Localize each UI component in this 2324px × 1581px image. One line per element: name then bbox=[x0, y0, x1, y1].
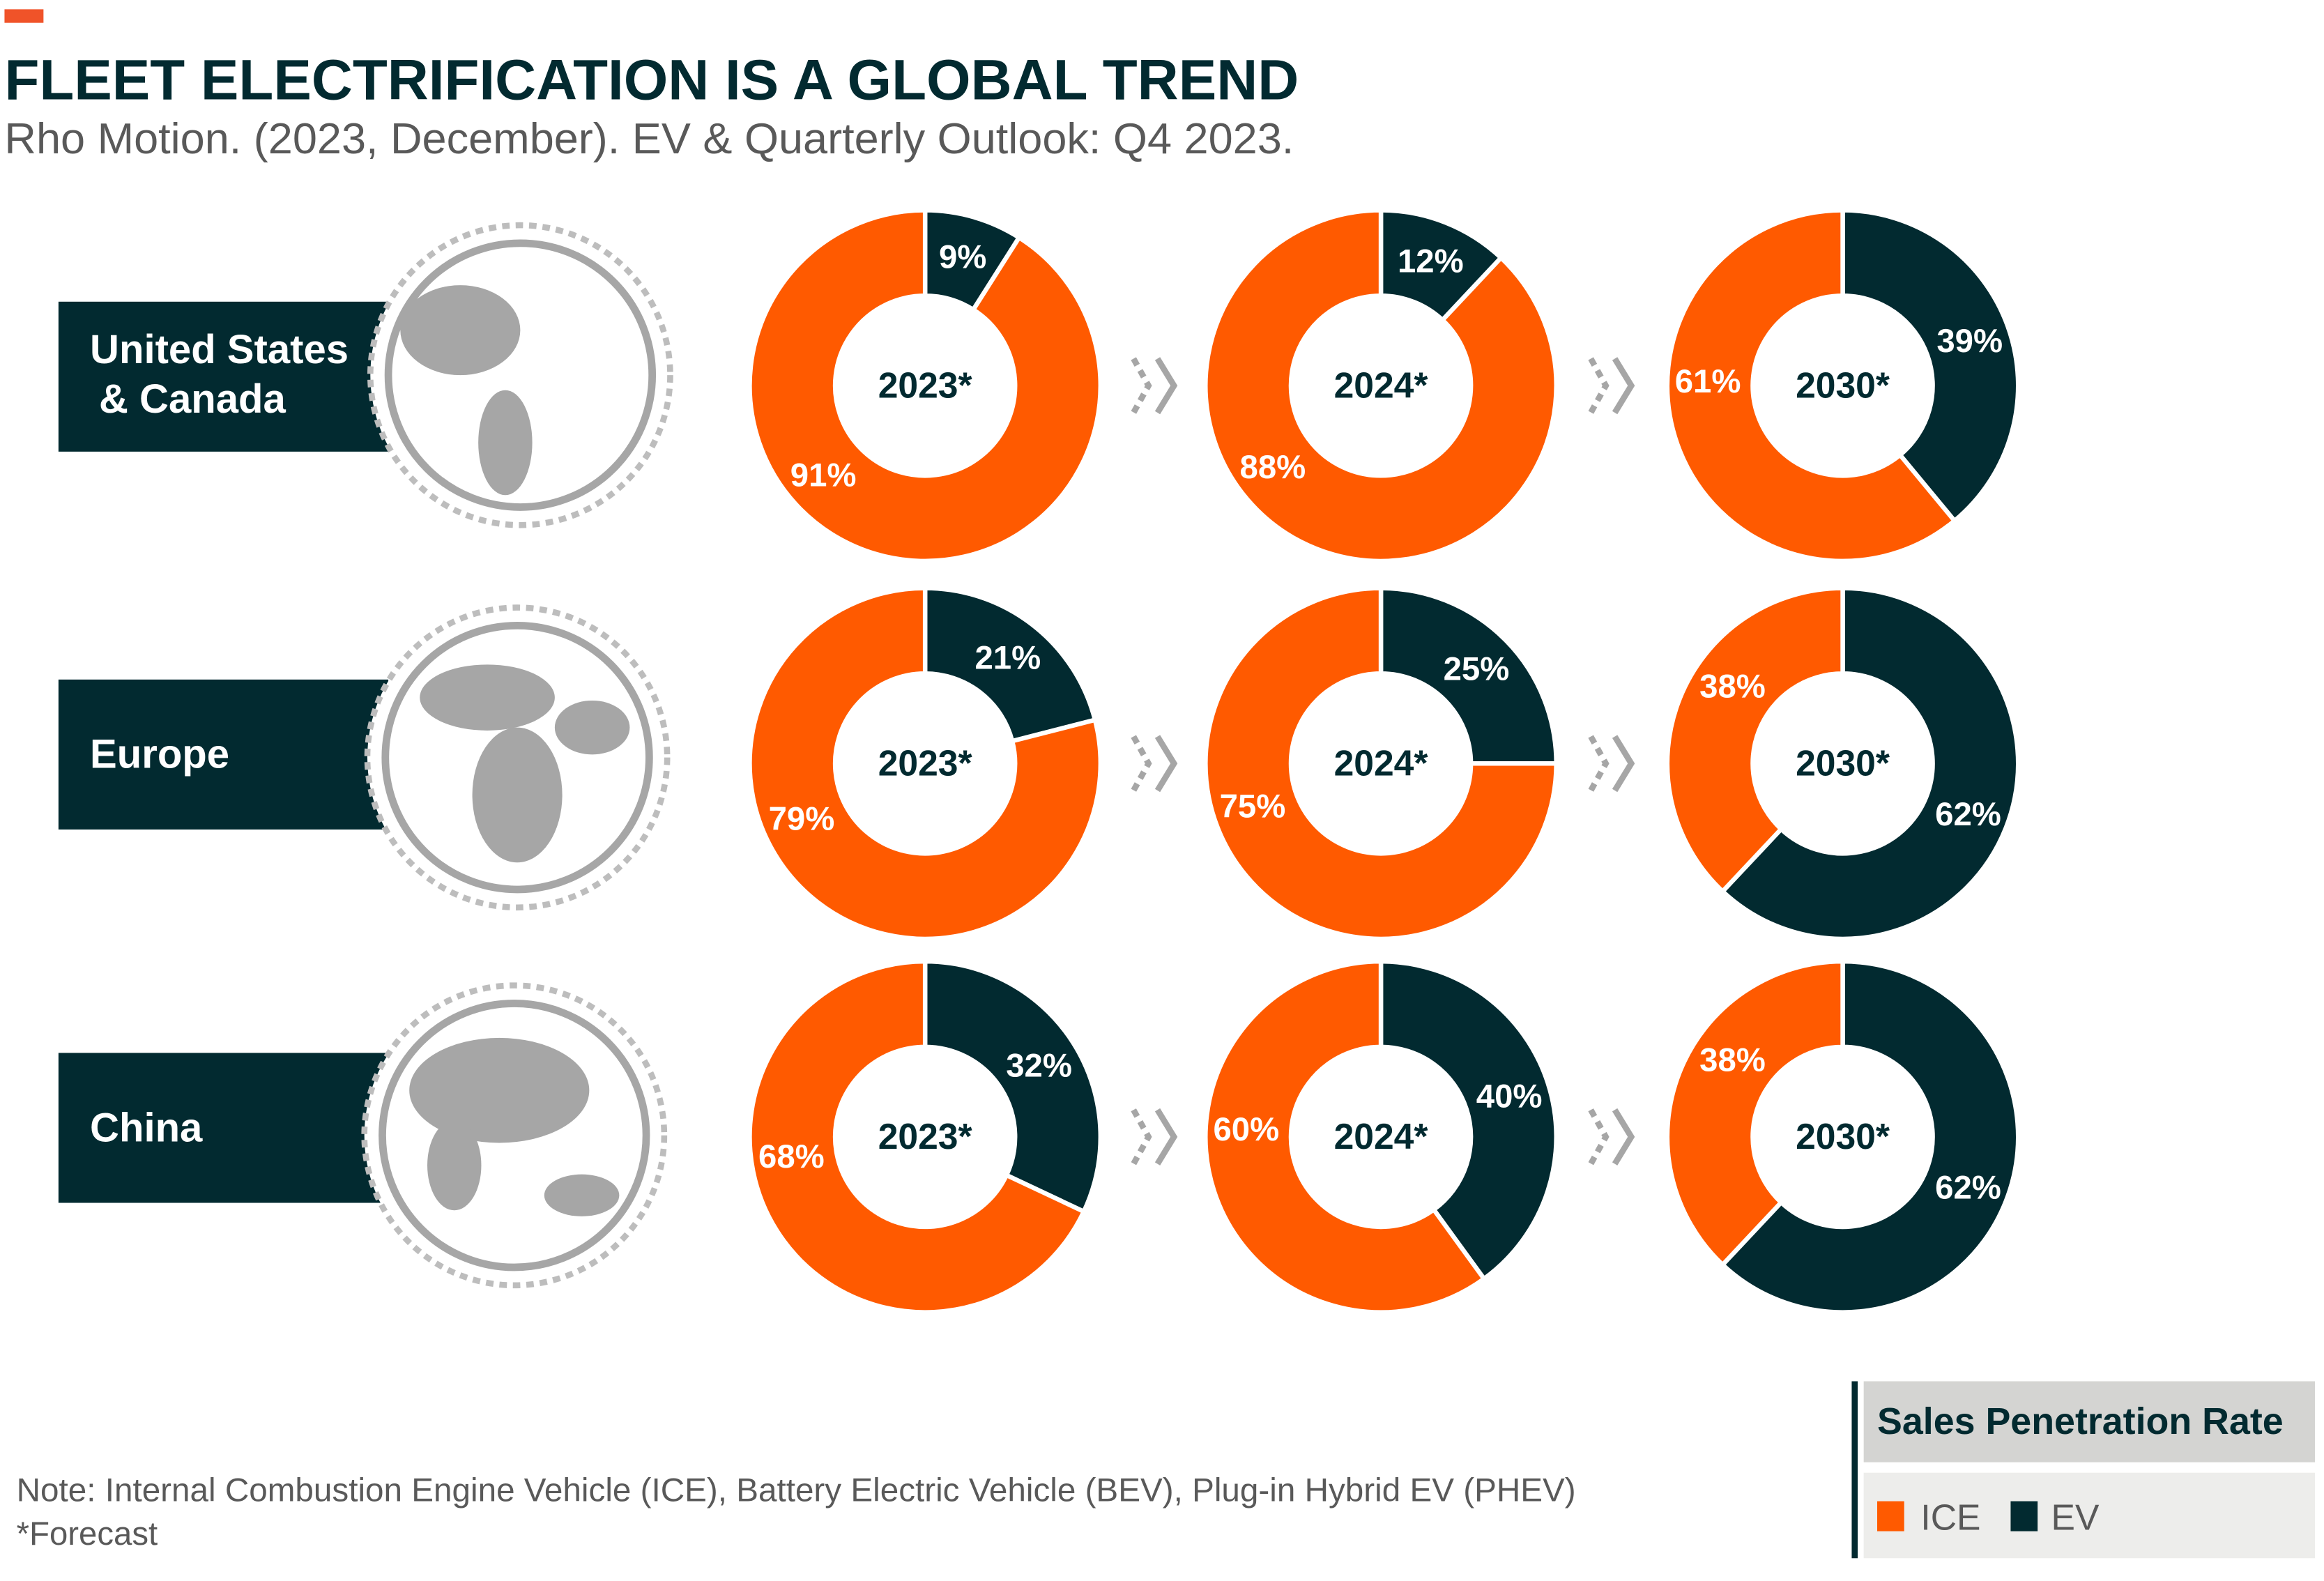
year-label: 2023* bbox=[878, 1116, 973, 1156]
ev-pct-label: 9% bbox=[939, 239, 986, 276]
ev-pct-label: 62% bbox=[1935, 1169, 2001, 1206]
year-label: 2024* bbox=[1334, 742, 1429, 783]
donut-0-2: 2030* 39% 61% bbox=[1665, 208, 2021, 564]
ev-slice bbox=[922, 958, 1103, 1215]
ev-slice bbox=[1719, 958, 2021, 1315]
region-name: China bbox=[90, 1105, 203, 1150]
ev-slice bbox=[1719, 586, 2021, 942]
ice-pct-label: 38% bbox=[1699, 1041, 1766, 1078]
americas-globe-icon bbox=[367, 222, 673, 528]
ice-slice bbox=[1203, 208, 1559, 564]
legend-ice-label: ICE bbox=[1920, 1497, 1980, 1537]
year-label: 2024* bbox=[1334, 365, 1429, 405]
ice-slice bbox=[747, 208, 1103, 564]
donut-2-1: 2024* 40% 60% bbox=[1203, 958, 1559, 1315]
ice-pct-label: 60% bbox=[1213, 1111, 1279, 1148]
ice-slice bbox=[1203, 958, 1488, 1315]
chevron-arrow-icon bbox=[1588, 357, 1635, 415]
chevron-arrow-icon bbox=[1588, 735, 1635, 793]
chart-title: FLEET ELECTRIFICATION IS A GLOBAL TREND bbox=[4, 48, 1299, 112]
forecast-footnote: *Forecast bbox=[17, 1515, 158, 1552]
ev-pct-label: 62% bbox=[1935, 796, 2001, 833]
ev-pct-label: 12% bbox=[1398, 243, 1464, 280]
year-label: 2030* bbox=[1796, 1116, 1890, 1156]
chevron-arrow-icon bbox=[1588, 1108, 1635, 1166]
ev-pct-label: 32% bbox=[1006, 1047, 1072, 1084]
ev-slice bbox=[1378, 958, 1559, 1282]
ice-pct-label: 68% bbox=[758, 1138, 825, 1175]
ice-slice bbox=[1665, 958, 1845, 1268]
ev-pct-label: 25% bbox=[1444, 651, 1510, 688]
ice-slice bbox=[747, 586, 1103, 942]
ice-pct-label: 88% bbox=[1240, 449, 1306, 486]
ice-pct-label: 61% bbox=[1675, 363, 1741, 400]
chart-subtitle: Rho Motion. (2023, December). EV & Quart… bbox=[4, 115, 1294, 163]
region-label-box bbox=[58, 301, 389, 452]
region-2: China bbox=[58, 982, 668, 1289]
region-label-box bbox=[58, 1053, 389, 1203]
donut-1-0: 2023* 21% 79% bbox=[747, 586, 1103, 942]
ice-slice bbox=[1665, 208, 1958, 564]
donut-1-2: 2030* 62% 38% bbox=[1665, 586, 2021, 942]
donut-0-0: 2023* 9% 91% bbox=[747, 208, 1103, 564]
ice-slice bbox=[747, 958, 1087, 1315]
year-label: 2030* bbox=[1796, 742, 1890, 783]
region-name: Europe bbox=[90, 732, 229, 777]
ice-pct-label: 91% bbox=[790, 457, 857, 494]
year-label: 2023* bbox=[878, 742, 973, 783]
region-0: United States& Canada bbox=[58, 222, 673, 528]
ice-pct-label: 38% bbox=[1699, 669, 1766, 705]
donut-1-1: 2024* 25% 75% bbox=[1203, 586, 1559, 942]
year-label: 2024* bbox=[1334, 1116, 1429, 1156]
legend-ev-label: EV bbox=[2051, 1497, 2100, 1537]
donut-0-1: 2024* 12% 88% bbox=[1203, 208, 1559, 564]
year-label: 2023* bbox=[878, 365, 973, 405]
region-name-line2: & Canada bbox=[99, 376, 286, 422]
ev-pct-label: 39% bbox=[1936, 323, 2003, 360]
ice-pct-label: 75% bbox=[1220, 788, 1286, 825]
ev-slice bbox=[1378, 586, 1559, 766]
legend-title: Sales Penetration Rate bbox=[1877, 1400, 2284, 1442]
europe-africa-globe-icon bbox=[364, 604, 671, 911]
ev-slice bbox=[1840, 208, 2021, 524]
ev-slice bbox=[922, 586, 1098, 744]
chevron-arrow-icon bbox=[1131, 735, 1178, 793]
accent-bar bbox=[4, 9, 44, 23]
donut-2-2: 2030* 62% 38% bbox=[1665, 958, 2021, 1315]
legend-ice-swatch bbox=[1877, 1501, 1904, 1532]
legend: Sales Penetration Rate ICE EV bbox=[1851, 1381, 2316, 1559]
region-label-box bbox=[58, 679, 389, 830]
chevron-arrow-icon bbox=[1131, 1108, 1178, 1166]
ev-pct-label: 40% bbox=[1476, 1078, 1543, 1115]
region-1: Europe bbox=[58, 604, 671, 911]
year-label: 2030* bbox=[1796, 365, 1890, 405]
ice-pct-label: 79% bbox=[769, 800, 835, 837]
ice-slice bbox=[1203, 586, 1559, 942]
ice-slice bbox=[1665, 586, 1845, 895]
asia-globe-icon bbox=[361, 982, 668, 1289]
region-name: United States bbox=[90, 327, 349, 372]
donut-2-0: 2023* 32% 68% bbox=[747, 958, 1103, 1315]
ev-pct-label: 21% bbox=[974, 640, 1041, 677]
legend-ev-swatch bbox=[2010, 1501, 2038, 1532]
chevron-arrow-icon bbox=[1131, 357, 1178, 415]
note-text: Note: Internal Combustion Engine Vehicle… bbox=[17, 1472, 1576, 1509]
